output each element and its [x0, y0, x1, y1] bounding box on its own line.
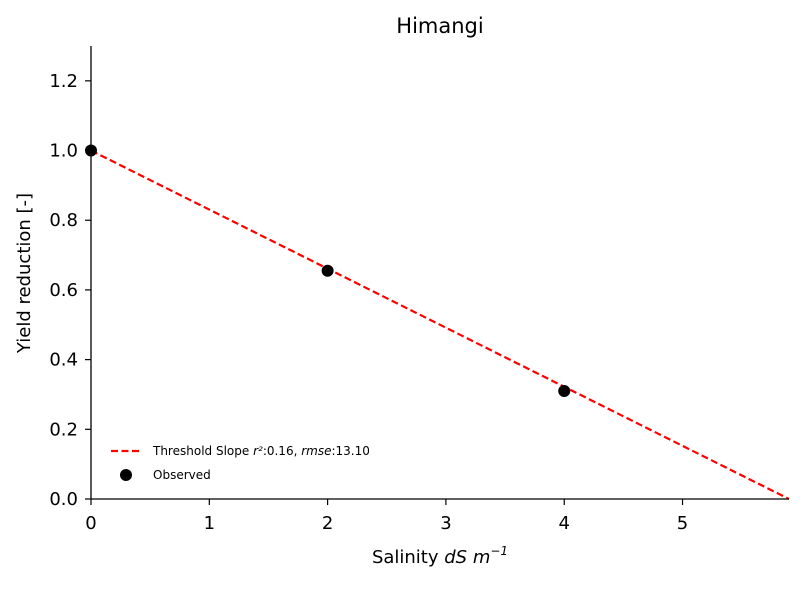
x-tick-label: 3 [440, 513, 451, 534]
legend: Threshold Slope r²:0.16, rmse:13.10 Obse… [111, 444, 370, 482]
x-tick-label: 2 [322, 513, 333, 534]
legend-r2-value: :0.16, [263, 444, 301, 458]
x-tick-label: 4 [558, 513, 569, 534]
x-axis-label-exponent: −1 [490, 544, 508, 558]
threshold-slope-line [90, 149, 790, 500]
x-tick-label: 0 [85, 513, 96, 534]
legend-label-threshold: Threshold Slope r²:0.16, rmse:13.10 [152, 444, 370, 458]
y-tick-label: 1.2 [49, 71, 78, 92]
plot-area [85, 144, 790, 500]
x-axis-label-units: dS m [444, 547, 490, 568]
y-axis-ticks: 0.0 0.2 0.4 0.6 0.8 1.0 1.2 [49, 71, 91, 510]
legend-threshold-name: Threshold Slope [152, 444, 253, 458]
x-tick-label: 5 [677, 513, 688, 534]
y-tick-label: 0.0 [49, 489, 78, 510]
chart-title: Himangi [396, 14, 483, 38]
y-tick-label: 0.8 [49, 210, 78, 231]
legend-rmse-label: rmse [301, 444, 331, 458]
legend-rmse-value: :13.10 [331, 444, 369, 458]
legend-marker-observed [120, 469, 132, 481]
y-axis-label: Yield reduction [-] [14, 193, 35, 354]
y-tick-label: 0.2 [49, 419, 78, 440]
y-tick-label: 0.6 [49, 280, 78, 301]
legend-r2-label: r² [253, 444, 263, 458]
x-axis-label-prefix: Salinity [372, 547, 444, 568]
observed-point [558, 384, 571, 397]
legend-label-observed: Observed [153, 468, 211, 482]
x-tick-label: 1 [204, 513, 215, 534]
x-axis-ticks: 0 1 2 3 4 5 [85, 499, 688, 534]
x-axis-label: Salinity dS m−1 [372, 544, 508, 568]
observed-point [321, 264, 334, 277]
y-tick-label: 1.0 [49, 141, 78, 162]
y-tick-label: 0.4 [49, 350, 78, 371]
